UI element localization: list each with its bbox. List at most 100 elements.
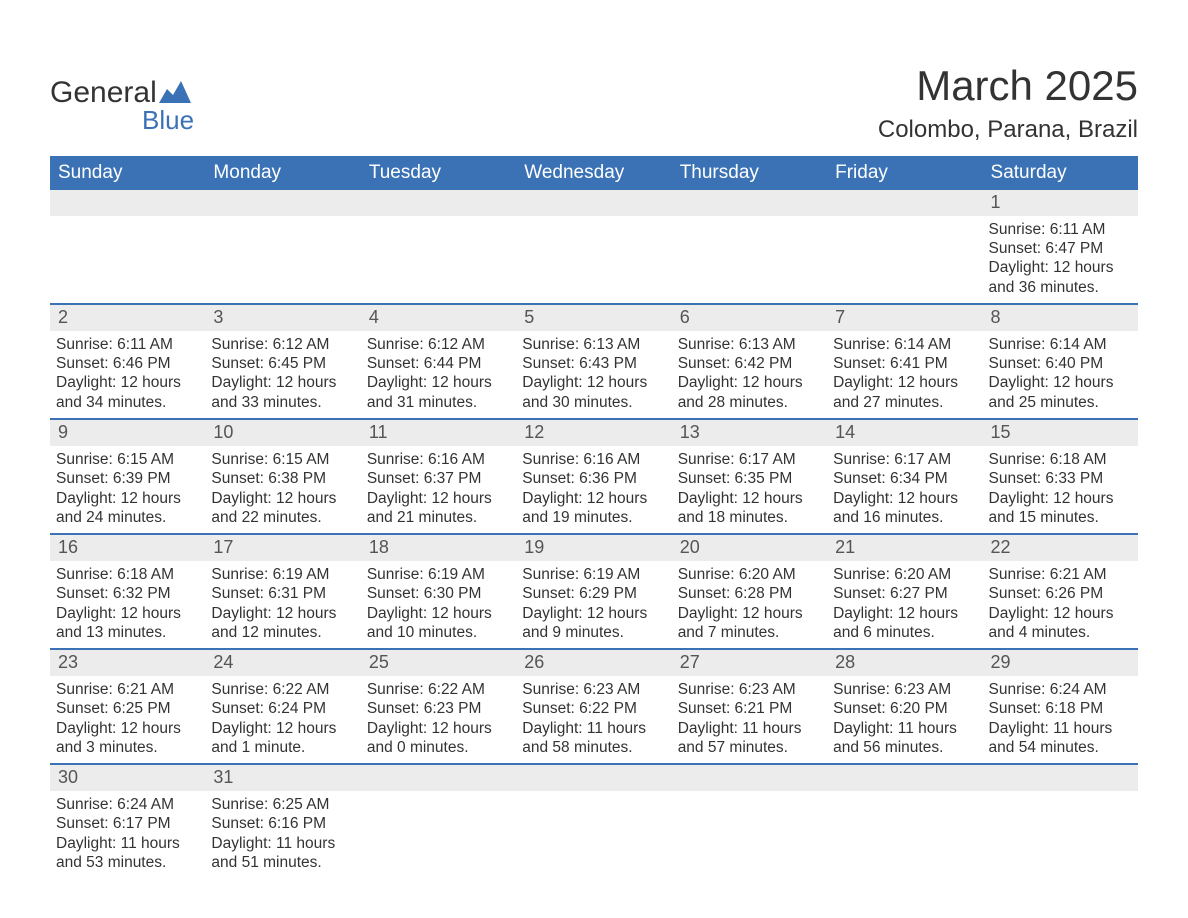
day-info (827, 791, 982, 801)
day-day2: and 51 minutes. (211, 853, 354, 872)
day-info: Sunrise: 6:13 AMSunset: 6:43 PMDaylight:… (516, 331, 671, 419)
day-header: Wednesday (516, 156, 671, 190)
day-day1: Daylight: 12 hours (367, 719, 510, 738)
calendar-cell: 31Sunrise: 6:25 AMSunset: 6:16 PMDayligh… (205, 764, 360, 878)
day-day1: Daylight: 12 hours (56, 373, 199, 392)
calendar-cell: 7Sunrise: 6:14 AMSunset: 6:41 PMDaylight… (827, 304, 982, 419)
day-number: 18 (361, 535, 516, 561)
day-day2: and 58 minutes. (522, 738, 665, 757)
brand-logo: General Blue (50, 78, 194, 136)
day-sunset: Sunset: 6:40 PM (989, 354, 1132, 373)
day-sunrise: Sunrise: 6:18 AM (56, 565, 199, 584)
day-day1: Daylight: 11 hours (678, 719, 821, 738)
calendar-cell: 21Sunrise: 6:20 AMSunset: 6:27 PMDayligh… (827, 534, 982, 649)
day-number: 26 (516, 650, 671, 676)
calendar-week: 2Sunrise: 6:11 AMSunset: 6:46 PMDaylight… (50, 304, 1138, 419)
calendar-cell: 5Sunrise: 6:13 AMSunset: 6:43 PMDaylight… (516, 304, 671, 419)
day-sunrise: Sunrise: 6:17 AM (833, 450, 976, 469)
day-number: 9 (50, 420, 205, 446)
day-day1: Daylight: 11 hours (56, 834, 199, 853)
day-sunset: Sunset: 6:47 PM (989, 239, 1132, 258)
day-number: 29 (983, 650, 1138, 676)
day-sunset: Sunset: 6:26 PM (989, 584, 1132, 603)
calendar-cell: 18Sunrise: 6:19 AMSunset: 6:30 PMDayligh… (361, 534, 516, 649)
calendar-cell: 19Sunrise: 6:19 AMSunset: 6:29 PMDayligh… (516, 534, 671, 649)
day-number: 3 (205, 305, 360, 331)
day-day2: and 1 minute. (211, 738, 354, 757)
day-day2: and 4 minutes. (989, 623, 1132, 642)
calendar-week: 1Sunrise: 6:11 AMSunset: 6:47 PMDaylight… (50, 190, 1138, 304)
day-day2: and 7 minutes. (678, 623, 821, 642)
calendar-cell: 10Sunrise: 6:15 AMSunset: 6:38 PMDayligh… (205, 419, 360, 534)
day-number: 24 (205, 650, 360, 676)
day-number (827, 190, 982, 216)
day-number: 16 (50, 535, 205, 561)
calendar-cell: 1Sunrise: 6:11 AMSunset: 6:47 PMDaylight… (983, 190, 1138, 304)
day-day2: and 10 minutes. (367, 623, 510, 642)
day-sunrise: Sunrise: 6:23 AM (522, 680, 665, 699)
day-sunrise: Sunrise: 6:19 AM (367, 565, 510, 584)
day-info: Sunrise: 6:19 AMSunset: 6:30 PMDaylight:… (361, 561, 516, 649)
day-sunset: Sunset: 6:33 PM (989, 469, 1132, 488)
day-sunrise: Sunrise: 6:14 AM (833, 335, 976, 354)
day-info: Sunrise: 6:21 AMSunset: 6:25 PMDaylight:… (50, 676, 205, 764)
day-day1: Daylight: 12 hours (211, 489, 354, 508)
day-info: Sunrise: 6:23 AMSunset: 6:21 PMDaylight:… (672, 676, 827, 764)
day-info: Sunrise: 6:16 AMSunset: 6:36 PMDaylight:… (516, 446, 671, 534)
day-day2: and 0 minutes. (367, 738, 510, 757)
day-number: 5 (516, 305, 671, 331)
day-info: Sunrise: 6:12 AMSunset: 6:45 PMDaylight:… (205, 331, 360, 419)
day-info: Sunrise: 6:24 AMSunset: 6:17 PMDaylight:… (50, 791, 205, 879)
calendar-cell: 2Sunrise: 6:11 AMSunset: 6:46 PMDaylight… (50, 304, 205, 419)
day-info: Sunrise: 6:15 AMSunset: 6:38 PMDaylight:… (205, 446, 360, 534)
day-day2: and 25 minutes. (989, 393, 1132, 412)
calendar-header-row: SundayMondayTuesdayWednesdayThursdayFrid… (50, 156, 1138, 190)
calendar-cell (205, 190, 360, 304)
day-info: Sunrise: 6:12 AMSunset: 6:44 PMDaylight:… (361, 331, 516, 419)
day-day1: Daylight: 12 hours (367, 604, 510, 623)
day-sunrise: Sunrise: 6:12 AM (211, 335, 354, 354)
day-day2: and 19 minutes. (522, 508, 665, 527)
day-sunset: Sunset: 6:18 PM (989, 699, 1132, 718)
day-number: 15 (983, 420, 1138, 446)
day-sunrise: Sunrise: 6:16 AM (522, 450, 665, 469)
day-sunset: Sunset: 6:39 PM (56, 469, 199, 488)
day-day1: Daylight: 12 hours (678, 489, 821, 508)
day-info: Sunrise: 6:14 AMSunset: 6:40 PMDaylight:… (983, 331, 1138, 419)
day-day2: and 31 minutes. (367, 393, 510, 412)
day-number: 30 (50, 765, 205, 791)
day-day1: Daylight: 12 hours (678, 604, 821, 623)
calendar-cell (672, 764, 827, 878)
day-sunset: Sunset: 6:21 PM (678, 699, 821, 718)
day-sunrise: Sunrise: 6:16 AM (367, 450, 510, 469)
day-header: Friday (827, 156, 982, 190)
day-info: Sunrise: 6:21 AMSunset: 6:26 PMDaylight:… (983, 561, 1138, 649)
day-info (516, 216, 671, 302)
day-number: 10 (205, 420, 360, 446)
day-sunset: Sunset: 6:42 PM (678, 354, 821, 373)
calendar-cell: 20Sunrise: 6:20 AMSunset: 6:28 PMDayligh… (672, 534, 827, 649)
day-number: 11 (361, 420, 516, 446)
day-sunrise: Sunrise: 6:24 AM (56, 795, 199, 814)
calendar-cell (672, 190, 827, 304)
calendar-cell: 13Sunrise: 6:17 AMSunset: 6:35 PMDayligh… (672, 419, 827, 534)
day-day1: Daylight: 11 hours (211, 834, 354, 853)
day-day1: Daylight: 12 hours (522, 489, 665, 508)
location: Colombo, Parana, Brazil (878, 116, 1138, 144)
day-day1: Daylight: 12 hours (833, 373, 976, 392)
day-sunset: Sunset: 6:29 PM (522, 584, 665, 603)
day-sunset: Sunset: 6:38 PM (211, 469, 354, 488)
day-number: 28 (827, 650, 982, 676)
day-sunrise: Sunrise: 6:18 AM (989, 450, 1132, 469)
day-sunrise: Sunrise: 6:20 AM (833, 565, 976, 584)
day-day1: Daylight: 12 hours (989, 489, 1132, 508)
calendar-week: 30Sunrise: 6:24 AMSunset: 6:17 PMDayligh… (50, 764, 1138, 878)
day-day2: and 3 minutes. (56, 738, 199, 757)
day-number (50, 190, 205, 216)
day-header: Tuesday (361, 156, 516, 190)
day-day2: and 24 minutes. (56, 508, 199, 527)
day-number: 14 (827, 420, 982, 446)
day-day2: and 22 minutes. (211, 508, 354, 527)
day-sunset: Sunset: 6:28 PM (678, 584, 821, 603)
day-sunset: Sunset: 6:30 PM (367, 584, 510, 603)
